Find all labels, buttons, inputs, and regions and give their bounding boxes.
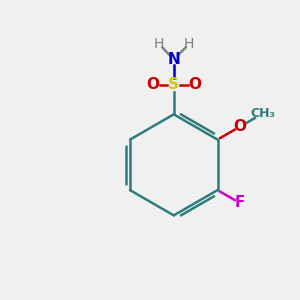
Text: O: O	[188, 77, 201, 92]
Text: N: N	[167, 52, 180, 67]
Text: H: H	[154, 38, 164, 52]
Text: H: H	[184, 38, 194, 52]
Text: F: F	[234, 195, 244, 210]
Text: CH₃: CH₃	[250, 107, 275, 120]
Text: S: S	[168, 77, 179, 92]
Text: O: O	[146, 77, 160, 92]
Text: O: O	[233, 119, 246, 134]
